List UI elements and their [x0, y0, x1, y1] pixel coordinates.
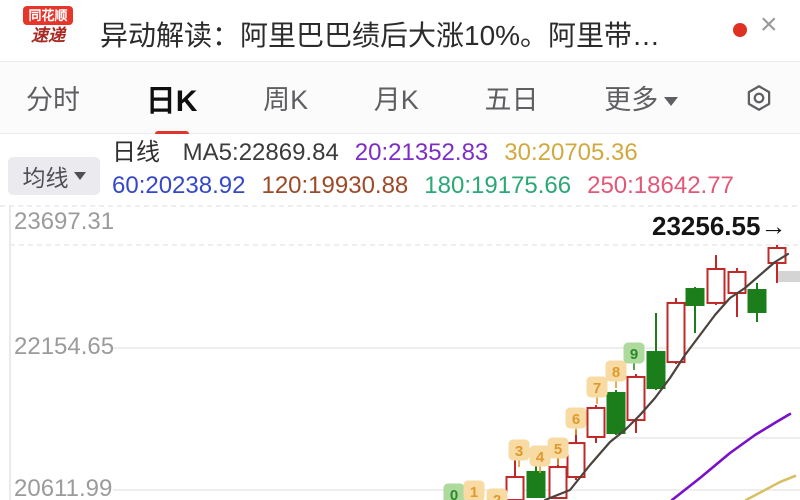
settings-gear-icon[interactable]	[744, 83, 774, 113]
last-price-tag	[778, 271, 800, 282]
event-badge-label: 8	[612, 364, 620, 381]
ma-line-MA5	[543, 252, 790, 500]
event-badge[interactable]	[547, 437, 569, 459]
news-banner[interactable]: 同花顺 速递 异动解读：阿里巴巴绩后大涨10%。阿里带… ×	[0, 0, 800, 62]
event-badge-label: 4	[536, 449, 545, 466]
candle[interactable]	[685, 288, 705, 306]
ma-line-MA30	[744, 474, 797, 500]
tab-五日[interactable]: 五日	[484, 85, 539, 115]
event-badge[interactable]	[623, 342, 645, 364]
indicator-panel: 均线 日线 MA5:22869.84 20:21352.83 30:20705.36…	[0, 134, 800, 205]
y-axis-label: 20611.99	[14, 475, 112, 500]
axis-label-bg	[11, 477, 113, 500]
tab-日K[interactable]: 日K	[146, 76, 198, 120]
chevron-down-icon	[73, 172, 86, 180]
axis-label-bg	[11, 335, 113, 359]
chevron-down-icon	[664, 97, 679, 107]
ma-line-MA20	[670, 412, 792, 500]
candle[interactable]	[606, 391, 626, 435]
event-badge-label: 7	[593, 380, 601, 397]
ma-value: 30:20705.36	[504, 139, 638, 166]
ma-value: 180:19175.66	[424, 172, 572, 199]
event-badge-label: 2	[493, 492, 501, 500]
logo-subtitle: 速递	[31, 26, 65, 45]
y-axis-label: 22154.65	[14, 333, 114, 360]
tab-分时[interactable]: 分时	[26, 85, 80, 115]
event-badge[interactable]	[565, 407, 587, 429]
indicator-row-1: 日线 MA5:22869.84 20:21352.83 30:20705.36	[112, 138, 654, 168]
ma-value: 250:18642.77	[587, 172, 734, 199]
candle[interactable]	[706, 267, 726, 304]
ma-selector-button[interactable]: 均线	[8, 157, 100, 195]
event-badge-label: 5	[554, 441, 562, 458]
event-badge[interactable]	[508, 439, 530, 461]
period-label: 日线	[112, 139, 160, 166]
event-badge[interactable]	[443, 483, 465, 500]
event-badge-label: 9	[630, 346, 638, 363]
news-headline[interactable]: 异动解读：阿里巴巴绩后大涨10%。阿里带…	[100, 20, 661, 51]
event-badge-label: 1	[470, 484, 478, 500]
candle[interactable]	[548, 465, 568, 500]
candle[interactable]	[566, 442, 586, 479]
event-badge[interactable]	[486, 488, 508, 500]
tab-更多[interactable]: 更多	[604, 78, 679, 117]
candle[interactable]	[505, 476, 525, 500]
candle[interactable]	[747, 289, 767, 313]
candle[interactable]	[526, 470, 546, 498]
ma-value: 60:20238.92	[112, 172, 246, 199]
event-badge-label: 0	[450, 487, 458, 500]
event-badge[interactable]	[586, 376, 608, 398]
close-icon[interactable]: ×	[760, 8, 778, 41]
unread-dot-icon	[733, 23, 747, 37]
axis-label-bg	[11, 210, 113, 234]
event-badge[interactable]	[463, 480, 485, 500]
event-badge[interactable]	[605, 360, 627, 382]
tab-bar: 分时 日K 周K 月K 五日 更多	[0, 62, 800, 134]
candle[interactable]	[586, 406, 606, 438]
event-badge-label: 6	[572, 411, 580, 428]
logo-badge: 同花顺	[23, 6, 73, 25]
y-axis-label: 23697.31	[14, 208, 114, 235]
ma-value: 20:21352.83	[354, 139, 489, 166]
ma-selector-label: 均线	[22, 165, 69, 191]
candle[interactable]	[646, 351, 666, 390]
tab-月K[interactable]: 月K	[373, 85, 419, 115]
ma-value: 120:19930.88	[261, 172, 409, 199]
last-price-callout: 23256.55→	[652, 211, 786, 241]
app-logo: 同花顺 速递	[18, 6, 78, 46]
indicator-row-2: 60:20238.92 120:19930.88 180:19175.66 250:1…	[112, 171, 750, 201]
candle[interactable]	[666, 301, 686, 364]
event-badge[interactable]	[529, 445, 551, 467]
ma-value: MA5:22869.84	[182, 139, 339, 166]
event-badge-label: 3	[515, 443, 523, 460]
tab-周K[interactable]: 周K	[263, 85, 309, 115]
